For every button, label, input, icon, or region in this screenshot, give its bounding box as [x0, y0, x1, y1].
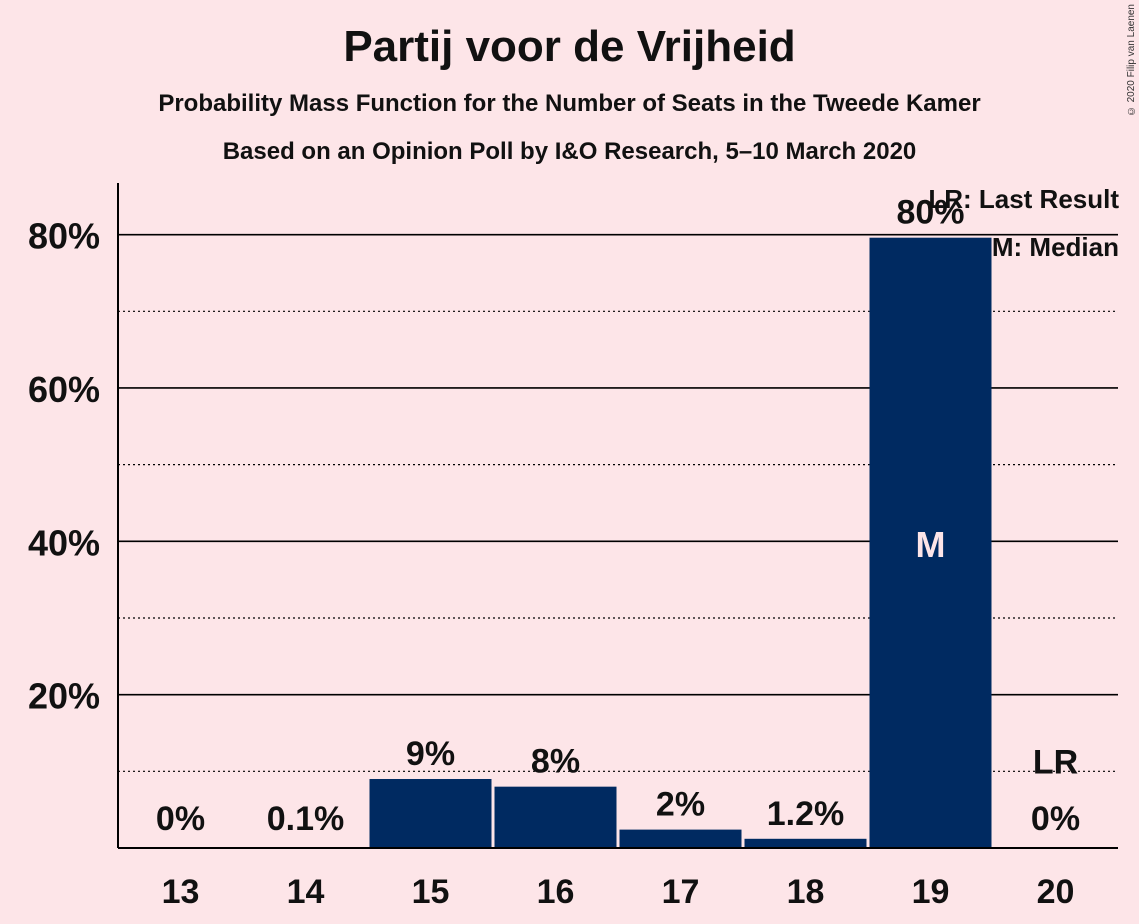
data-label: 9% [406, 735, 455, 773]
y-tick-label: 40% [28, 522, 100, 563]
bar [494, 786, 617, 848]
x-tick-label: 15 [412, 873, 450, 911]
legend-median: M: Median [991, 232, 1119, 262]
legend-last-result: LR: Last Result [928, 184, 1119, 214]
bar [369, 778, 492, 848]
data-label: 1.2% [767, 795, 845, 833]
y-tick-label: 80% [28, 216, 100, 257]
bar [619, 829, 742, 848]
last-result-marker: LR [1033, 743, 1078, 781]
data-label: 0.1% [267, 800, 345, 838]
bar [744, 838, 867, 848]
x-tick-label: 19 [912, 873, 950, 911]
data-label: 80% [896, 194, 964, 232]
y-tick-label: 60% [28, 369, 100, 410]
data-label: 2% [656, 786, 705, 824]
y-tick-label: 20% [28, 676, 100, 717]
data-label: 8% [531, 743, 580, 781]
x-tick-label: 17 [662, 873, 700, 911]
median-marker: M [916, 524, 946, 565]
x-tick-label: 14 [287, 873, 325, 911]
bar [869, 237, 992, 849]
data-label: 0% [1031, 800, 1080, 838]
x-tick-label: 20 [1037, 873, 1075, 911]
x-tick-label: 16 [537, 873, 575, 911]
x-tick-label: 13 [162, 873, 200, 911]
data-label: 0% [156, 800, 205, 838]
x-tick-label: 18 [787, 873, 825, 911]
chart-title: Partij voor de Vrijheid [343, 22, 796, 71]
chart-source-subtitle: Based on an Opinion Poll by I&O Research… [222, 138, 917, 165]
chart-subtitle: Probability Mass Function for the Number… [158, 90, 981, 117]
